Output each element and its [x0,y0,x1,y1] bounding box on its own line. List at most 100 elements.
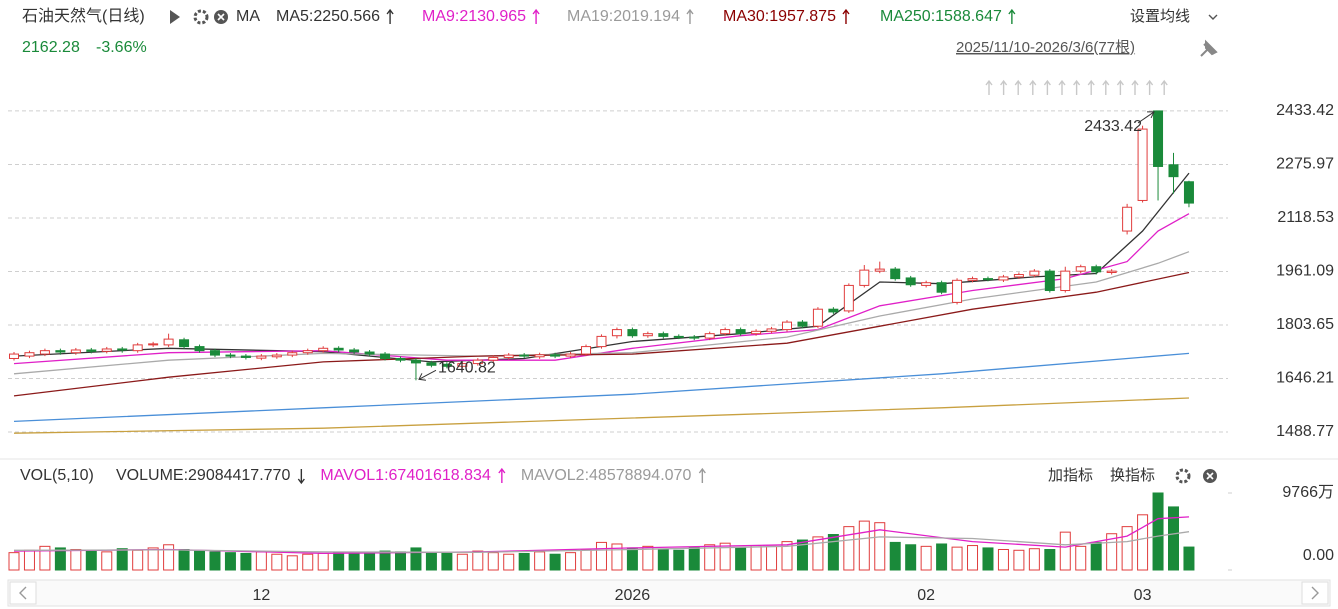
candle-body [395,357,406,361]
candle-body [441,363,452,367]
candle-body [39,350,50,355]
candle-body [488,356,499,361]
up-arrow [532,8,540,24]
volume-bar [688,546,700,571]
up-arrow [1102,79,1110,95]
candle-body [998,276,1009,281]
scrollbar[interactable] [7,579,1331,607]
scroll-left[interactable] [9,581,37,605]
volume-bar [209,551,221,571]
candle-body [658,333,669,337]
volume-bar [441,552,453,571]
candle-body [782,321,792,331]
candle-body [410,359,421,364]
up-arrow [1014,79,1022,95]
up-arrow [1008,8,1016,24]
candle-body [611,329,622,337]
candle-body [318,347,329,352]
volume-bar [626,547,638,571]
x-tick-label: 12 [252,587,270,604]
volume-bar [487,552,499,571]
candle-body [936,282,947,293]
volume-bar [1137,514,1149,571]
candle-body [751,330,762,335]
last-price: 2162.28 [22,39,80,56]
up-arrow [698,467,706,483]
volume-bar [750,545,762,571]
ma-line [13,352,1190,423]
candle-body [132,344,143,352]
candle-body [550,354,561,357]
volume-bar [1044,548,1056,571]
candle-body [905,277,916,286]
candle-body [859,269,870,286]
volume-bar [796,539,808,571]
candle-body [1013,274,1024,278]
candle-body [1137,128,1148,201]
ma-settings[interactable]: 设置均线 [1130,8,1190,25]
date-range[interactable]: 2025/11/10-2026/3/6(77根) [956,39,1135,56]
candle-body [689,336,700,339]
volume-bar [8,552,20,571]
up-arrow [386,8,394,24]
volume-bar [534,551,546,571]
volume-bar [920,545,932,571]
up-arrow [842,8,850,24]
candle-body [256,355,267,359]
candle-body [349,349,360,353]
switch-indicator[interactable]: 换指标 [1110,467,1155,484]
candle-body [1153,110,1164,167]
add-indicator[interactable]: 加指标 [1048,467,1093,484]
volume-bar [1013,549,1025,571]
volume-bar [595,541,607,571]
candle-body [1183,181,1194,204]
candle-body [86,349,97,352]
volume-bar [905,544,917,571]
volume-bar [1183,546,1195,571]
candle-body [148,343,159,346]
candle-body [1075,266,1086,272]
up-arrow [1058,79,1066,95]
candle-body [581,346,592,355]
volume-bar [951,546,963,571]
vol-value: VOLUME:29084417.770 [116,467,290,484]
settings-icon[interactable] [193,9,209,25]
chevron [1311,586,1319,600]
candle-body [426,362,437,366]
volume-bar [1075,545,1087,571]
volume-bar [194,550,206,571]
volume-bar [70,548,82,571]
y-tick-label: 2118.53 [1277,209,1334,226]
volume-bar [23,549,35,571]
candle-body [890,268,901,280]
candle-body [333,347,344,351]
volume-bar [735,547,747,571]
pin-icon[interactable] [1200,39,1218,57]
volume-bar [472,550,484,571]
candle-body [720,329,731,335]
up-arrow [1000,79,1008,95]
volume-bar [1121,526,1133,571]
up-arrow [1073,79,1081,95]
volume-bar [395,551,406,571]
volume-bar [317,552,329,571]
close-cross [1206,472,1214,480]
candle-body [874,268,885,272]
volume-bar [673,549,685,571]
volume-bar [132,549,144,571]
volume-bar [286,555,298,571]
play-icon[interactable] [170,10,180,24]
candle-body [9,353,19,359]
scroll-right[interactable] [1301,581,1329,605]
candle-body [519,354,530,357]
instrument-title[interactable]: 石油天然气(日线) [22,7,145,25]
volume-bar [781,541,793,571]
candle-body [55,350,66,353]
y-tick-label: 2433.42 [1276,102,1334,119]
candle-body [982,278,993,281]
ma-line [13,516,1190,555]
settings-icon[interactable] [1175,468,1191,484]
volume-bar [348,552,360,571]
volume-bar [580,548,592,571]
